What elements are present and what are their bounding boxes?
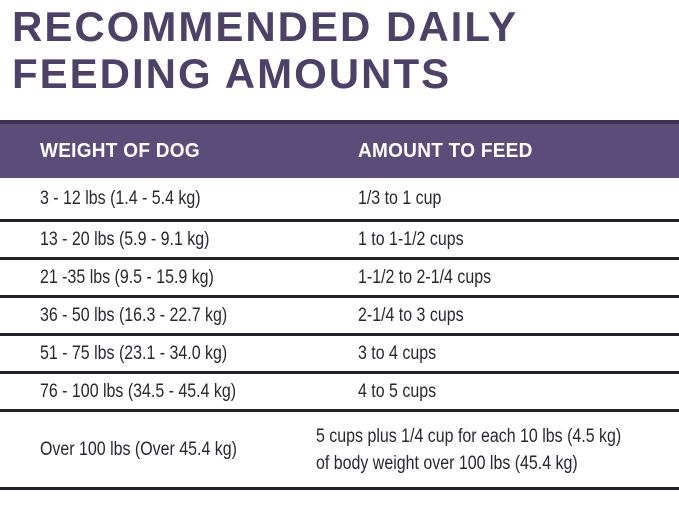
page-title: RECOMMENDED DAILY FEEDING AMOUNTS <box>12 3 519 97</box>
weight-cell: 21 -35 lbs (9.5 - 15.9 kg) <box>0 264 358 291</box>
amount-value: 1-1/2 to 2-1/4 cups <box>358 267 492 288</box>
amount-value: 1/3 to 1 cup <box>358 188 442 209</box>
table-row: 51 - 75 lbs (23.1 - 34.0 kg) 3 to 4 cups <box>0 336 679 374</box>
amount-value: 4 to 5 cups <box>358 381 437 402</box>
table-row: 21 -35 lbs (9.5 - 15.9 kg) 1-1/2 to 2-1/… <box>0 260 679 298</box>
weight-cell: 76 - 100 lbs (34.5 - 45.4 kg) <box>0 378 358 405</box>
table-row: 13 - 20 lbs (5.9 - 9.1 kg) 1 to 1-1/2 cu… <box>0 222 679 260</box>
weight-cell: 51 - 75 lbs (23.1 - 34.0 kg) <box>0 340 358 367</box>
amount-cell: 3 to 4 cups <box>358 340 679 367</box>
weight-value: Over 100 lbs (Over 45.4 kg) <box>40 439 237 460</box>
amount-cell: 1/3 to 1 cup <box>358 185 679 212</box>
weight-value: 36 - 50 lbs (16.3 - 22.7 kg) <box>40 305 228 326</box>
header-cell-amount: AMOUNT TO FEED <box>358 140 679 163</box>
amount-value: 1 to 1-1/2 cups <box>358 229 464 250</box>
weight-value: 51 - 75 lbs (23.1 - 34.0 kg) <box>40 343 228 364</box>
header-cell-weight: WEIGHT OF DOG <box>0 140 358 163</box>
amount-cell: 2-1/4 to 3 cups <box>358 302 679 329</box>
table-row: Over 100 lbs (Over 45.4 kg) 5 cups plus … <box>0 412 679 490</box>
weight-cell: 13 - 20 lbs (5.9 - 9.1 kg) <box>0 226 358 253</box>
weight-cell: Over 100 lbs (Over 45.4 kg) <box>0 436 316 463</box>
amount-cell: 1-1/2 to 2-1/4 cups <box>358 264 679 291</box>
weight-value: 76 - 100 lbs (34.5 - 45.4 kg) <box>40 381 237 402</box>
amount-value: 3 to 4 cups <box>358 343 437 364</box>
table-row: 3 - 12 lbs (1.4 - 5.4 kg) 1/3 to 1 cup <box>0 178 679 222</box>
amount-cell: 4 to 5 cups <box>358 378 679 405</box>
weight-value: 13 - 20 lbs (5.9 - 9.1 kg) <box>40 229 210 250</box>
table-row: 36 - 50 lbs (16.3 - 22.7 kg) 2-1/4 to 3 … <box>0 298 679 336</box>
weight-value: 3 - 12 lbs (1.4 - 5.4 kg) <box>40 188 201 209</box>
amount-value: 5 cups plus 1/4 cup for each 10 lbs (4.5… <box>315 425 621 474</box>
column-header-weight: WEIGHT OF DOG <box>40 139 200 162</box>
weight-value: 21 -35 lbs (9.5 - 15.9 kg) <box>40 267 214 288</box>
amount-cell: 5 cups plus 1/4 cup for each 10 lbs (4.5… <box>316 423 679 477</box>
feeding-table: WEIGHT OF DOG AMOUNT TO FEED 3 - 12 lbs … <box>0 120 679 490</box>
weight-cell: 36 - 50 lbs (16.3 - 22.7 kg) <box>0 302 358 329</box>
amount-cell: 1 to 1-1/2 cups <box>358 226 679 253</box>
weight-cell: 3 - 12 lbs (1.4 - 5.4 kg) <box>0 185 358 212</box>
table-header-row: WEIGHT OF DOG AMOUNT TO FEED <box>0 120 679 178</box>
table-row: 76 - 100 lbs (34.5 - 45.4 kg) 4 to 5 cup… <box>0 374 679 412</box>
amount-value: 2-1/4 to 3 cups <box>358 305 464 326</box>
column-header-amount: AMOUNT TO FEED <box>358 139 533 162</box>
